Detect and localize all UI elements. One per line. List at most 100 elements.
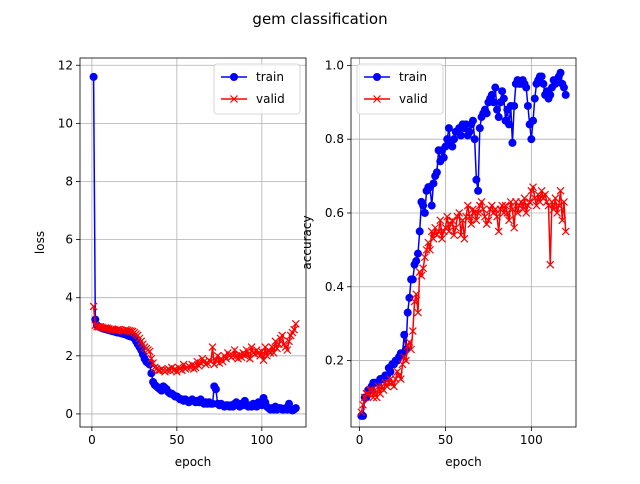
y-tick-label: 4 [65,291,73,305]
y-axis-label: loss [33,231,47,254]
data-point-train [482,109,491,118]
data-point-valid [438,234,446,243]
data-point-train [448,142,457,151]
data-point-train [439,153,448,162]
data-point-valid [357,408,366,417]
data-point-valid [278,331,287,340]
x-tick-label: 0 [356,433,364,447]
figure-title: gem classification [252,10,387,28]
data-point-valid [229,351,237,360]
data-point-train [412,256,421,265]
data-point-valid [396,375,405,383]
data-point-valid [408,327,417,335]
data-point-valid [463,201,472,210]
data-point-train [487,90,496,99]
data-point-valid [420,253,429,262]
data-point-train [529,116,538,125]
data-point-train [492,105,501,114]
y-axis-label: accuracy [300,215,314,269]
data-point-valid [247,343,256,352]
data-point-valid [419,264,428,273]
data-point-valid [285,337,293,346]
data-point-valid [269,348,278,357]
data-point-valid [513,209,522,217]
data-point-valid [448,216,457,225]
data-point-valid [493,212,501,221]
data-point-valid [546,260,555,269]
legend-label-train: train [256,70,284,84]
data-point-train [89,72,98,81]
legend-label-valid: valid [399,92,428,106]
data-point-train [499,94,508,103]
data-point-train [505,120,514,129]
subplot-1: 0 50 100 0 2 4 6 8 10 12 epoch loss train valid [33,57,307,469]
data-point-train [403,308,412,317]
data-point-valid [147,354,156,363]
data-point-valid [290,325,299,334]
data-point-valid [436,216,445,225]
data-point-valid [273,344,282,353]
legend-label-train: train [399,70,427,84]
data-point-train [527,135,536,144]
data-point-valid [479,205,488,214]
data-point-train [456,131,465,140]
data-point-valid [410,297,419,306]
data-point-train [474,186,483,195]
data-point-valid [477,197,486,206]
y-tick-label: 12 [58,58,73,72]
y-tick-label: 0.2 [325,354,344,368]
data-point-train [291,404,300,413]
data-point-valid [450,231,458,240]
data-point-train [530,94,539,103]
data-point-train [470,135,479,144]
subplot-2: 0 50 100 0.2 0.4 0.6 0.8 1.0 epoch accuracy train v… [300,57,577,469]
y-tick-label: 8 [65,174,73,188]
x-tick-label: 50 [438,433,453,447]
data-point-valid [256,351,265,360]
data-point-train [494,113,503,122]
x-tick-label: 100 [250,433,273,447]
y-tick-label: 10 [58,116,73,130]
data-point-valid [390,382,398,391]
x-tick-label: 100 [520,433,543,447]
data-point-valid [561,227,570,236]
data-point-valid [505,216,513,225]
data-point-valid [149,359,157,368]
data-point-valid [422,245,431,254]
data-point-valid [424,238,433,247]
data-point-train [444,124,453,133]
data-point-valid [554,201,563,210]
legend-marker-train [373,73,381,81]
data-point-valid [208,343,217,352]
data-point-valid [541,190,550,199]
data-point-train [420,208,429,217]
data-point-valid [494,227,503,236]
data-point-train [539,79,548,88]
data-point-train [472,175,481,184]
data-point-valid [558,216,567,225]
data-point-valid [374,382,383,391]
data-point-valid [444,227,453,236]
data-point-train [546,90,555,99]
axes-frame [79,57,307,428]
data-point-train [450,135,459,144]
data-point-valid [283,346,292,354]
data-point-valid [484,216,493,225]
data-point-valid [242,346,251,354]
data-point-valid [412,290,421,299]
data-point-train [419,201,428,210]
y-tick-label: 1.0 [325,58,344,72]
data-point-train [561,90,570,99]
data-point-train [522,83,531,92]
data-point-valid [268,343,276,352]
data-point-train [359,411,368,420]
y-tick-label: 0.8 [325,132,344,146]
data-point-valid [529,183,537,192]
data-point-valid [259,356,268,365]
data-point-train [211,385,220,394]
data-point-valid [553,209,562,217]
data-point-valid [443,212,452,221]
data-point-valid [474,209,483,217]
data-point-valid [359,400,367,409]
